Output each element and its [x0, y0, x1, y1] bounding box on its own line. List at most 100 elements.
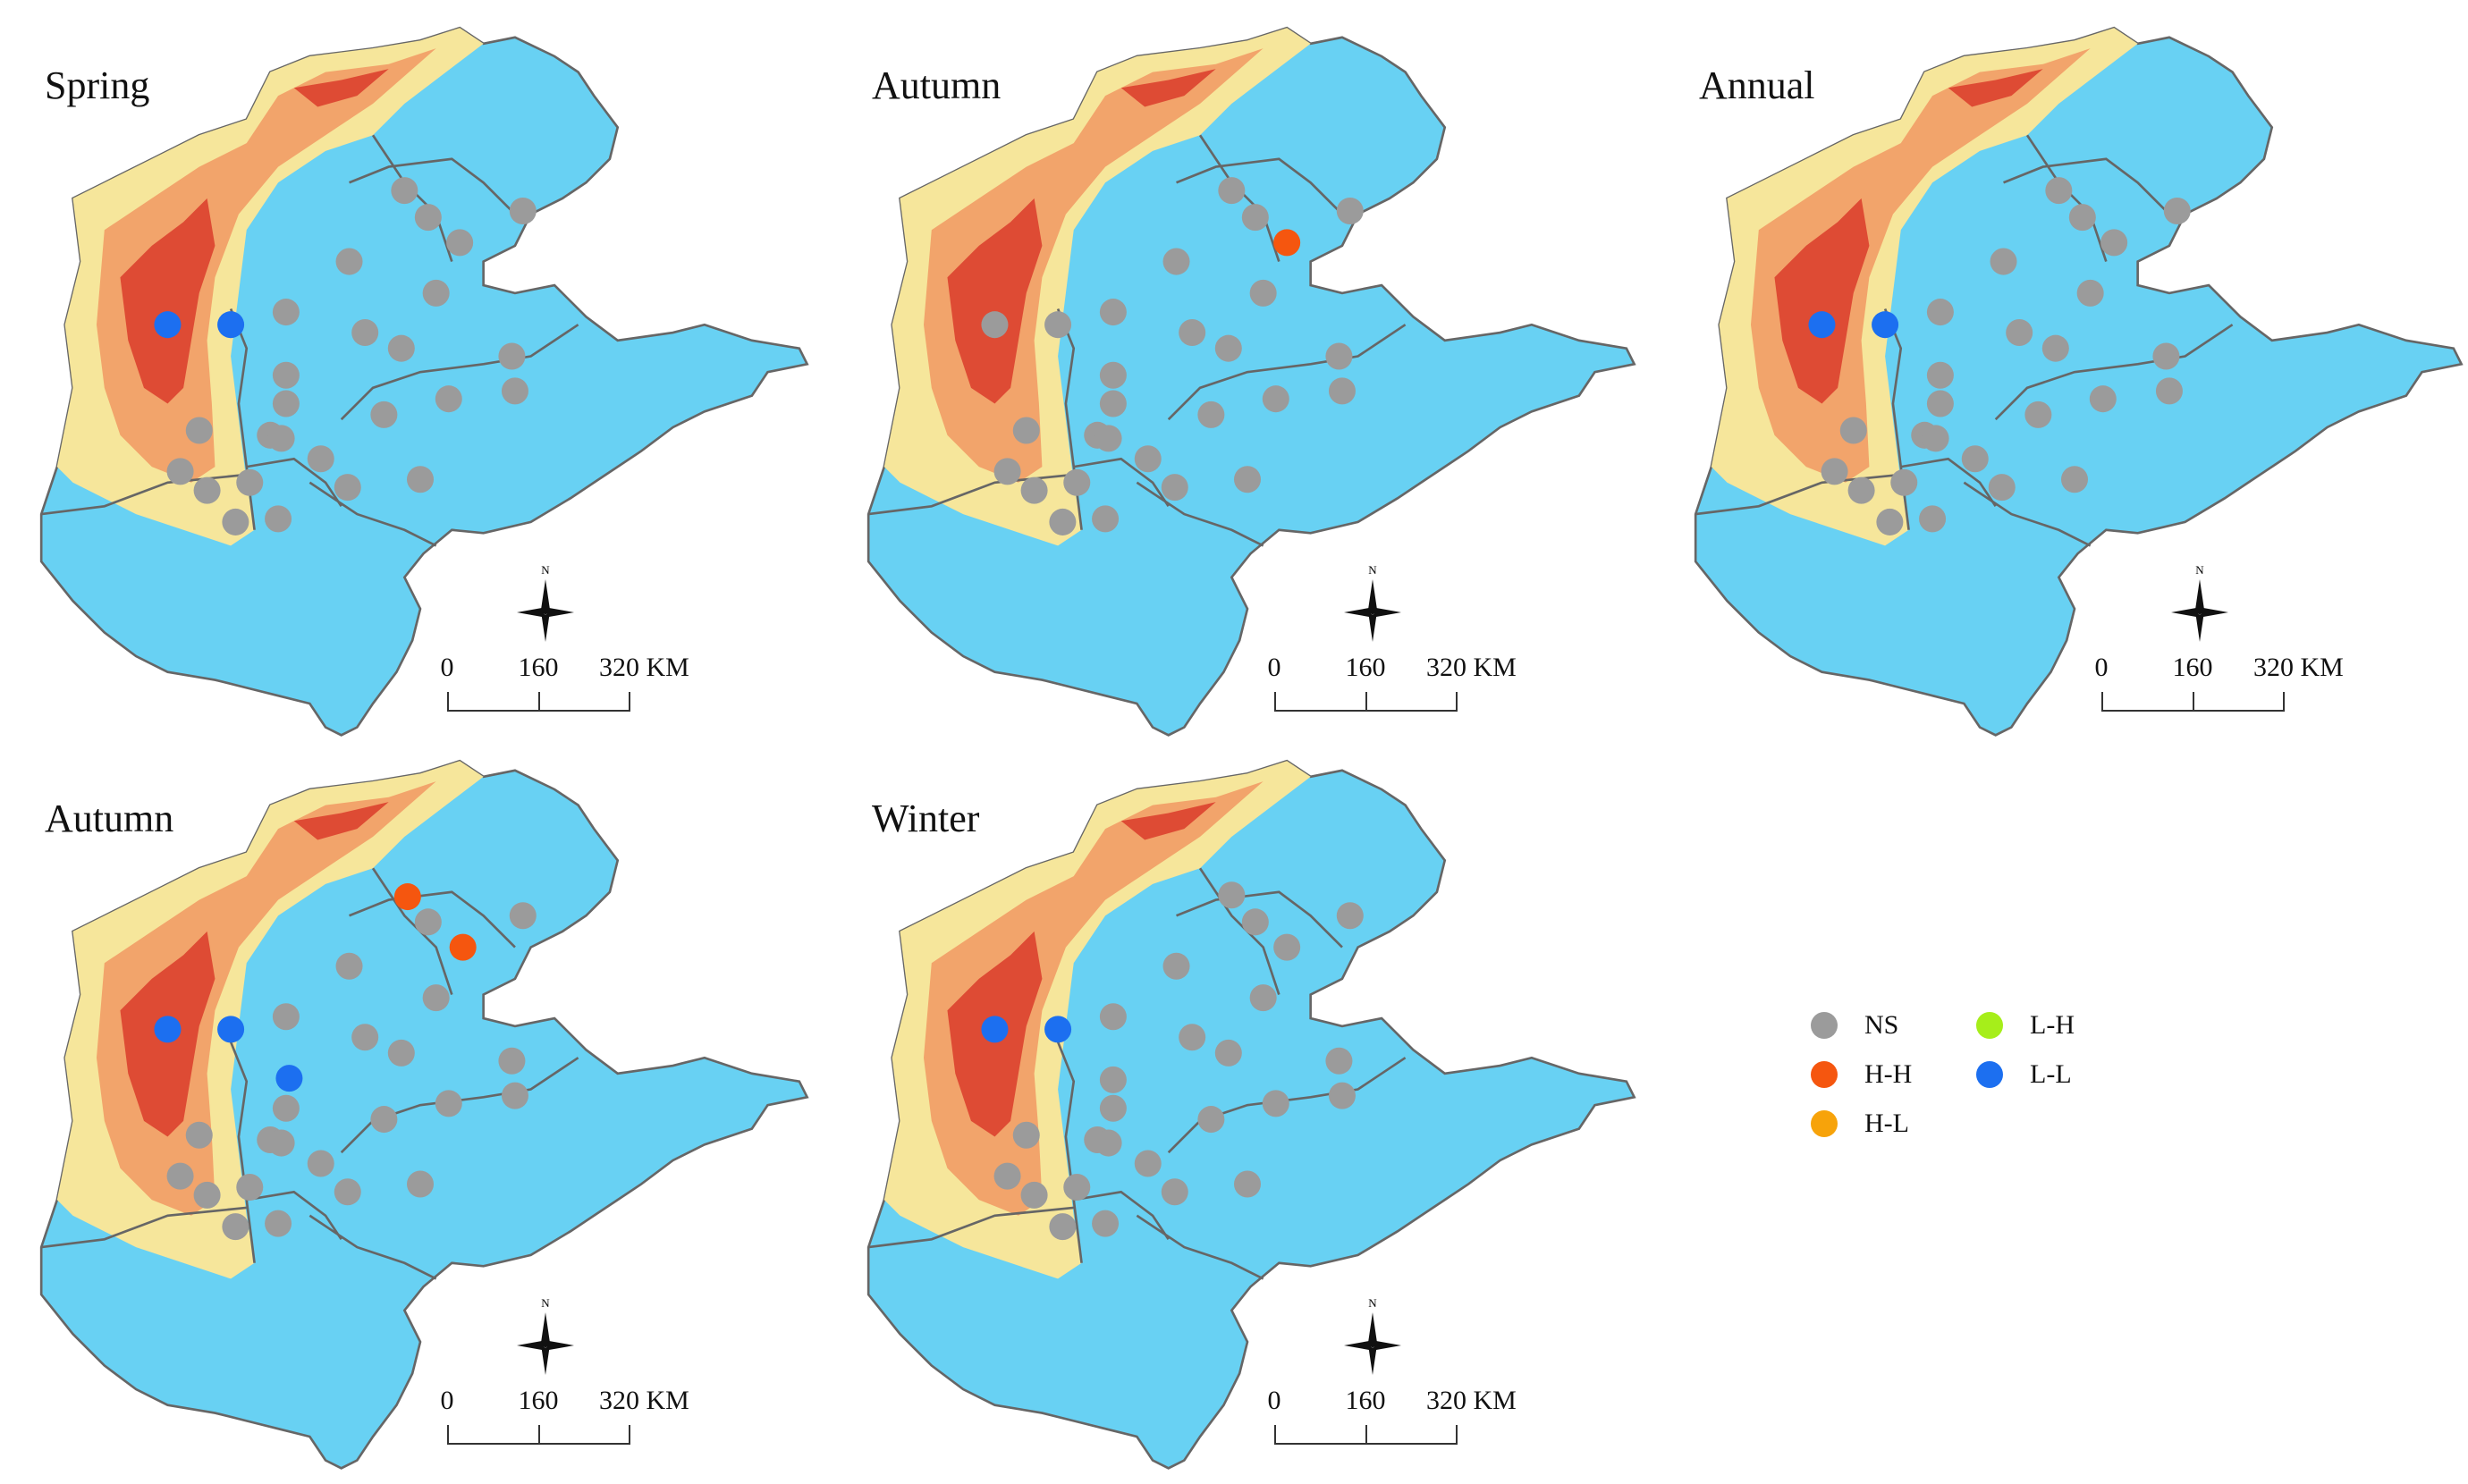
station-point-ns — [1990, 248, 2017, 275]
station-point-ns — [307, 1150, 334, 1177]
station-point-ns — [1197, 401, 1225, 428]
station-point-ns — [2089, 385, 2117, 413]
station-point-ns — [1325, 1047, 1353, 1075]
north-arrow-icon: N — [510, 563, 581, 644]
station-point-ns — [193, 1181, 221, 1209]
station-point-ns — [981, 311, 1009, 339]
panel-title: Annual — [1699, 63, 1815, 107]
province-border — [1136, 481, 1264, 547]
scale-tick-0: 0 — [440, 1386, 454, 1415]
station-point-ns — [351, 1024, 379, 1051]
station-point-ns — [370, 1106, 398, 1134]
scale-bar: 0 160 320 KM — [1256, 653, 1517, 724]
station-point-ns — [1134, 445, 1162, 473]
station-point-ns — [1197, 1106, 1225, 1134]
panel-title: Autumn — [872, 63, 1002, 107]
legend-dot-lh — [1976, 1012, 2003, 1039]
scale-bar-mid-tick — [538, 692, 540, 712]
station-point-ns — [414, 908, 442, 936]
province-border — [1056, 1041, 1083, 1263]
station-point-ns — [222, 1213, 249, 1241]
station-point-ns — [1161, 474, 1188, 502]
province-border — [308, 481, 437, 547]
legend-label-hl: H-L — [1864, 1109, 1909, 1138]
north-label: N — [1368, 1296, 1377, 1310]
station-point-ns — [1262, 385, 1289, 413]
scale-bar: 0 160 320 KM — [429, 653, 689, 724]
region-map — [866, 26, 1636, 737]
province-border — [371, 134, 453, 262]
scale-bar: 0 160 320 KM — [2083, 653, 2344, 724]
station-point-ns — [272, 299, 300, 326]
station-point-ns — [1099, 1066, 1127, 1093]
map-panel-spring: Spring N 0 160 320 KM — [9, 9, 832, 751]
station-point-ns — [993, 458, 1021, 485]
panel-title: Spring — [45, 63, 150, 107]
station-point-ns — [406, 466, 435, 493]
station-point-ns — [509, 902, 537, 930]
scale-tick-0: 0 — [1267, 1386, 1281, 1415]
station-point-ns — [1179, 319, 1206, 347]
station-point-l-l — [154, 1016, 182, 1043]
station-point-ns — [1092, 1210, 1120, 1237]
legend-item-ns: NS — [1811, 1010, 1898, 1041]
station-point-ns — [267, 425, 295, 452]
station-point-ns — [1063, 1173, 1091, 1202]
station-point-ns — [1922, 425, 1949, 452]
station-point-ns — [1336, 198, 1364, 225]
station-point-ns — [414, 204, 442, 232]
station-point-ns — [2152, 342, 2180, 370]
station-point-l-l — [1808, 311, 1836, 339]
station-point-ns — [498, 1047, 526, 1075]
station-point-ns — [2163, 198, 2191, 225]
province-border — [2003, 157, 2170, 215]
north-label: N — [1368, 563, 1377, 577]
station-point-ns — [1926, 361, 1954, 389]
province-border — [1198, 134, 1280, 262]
station-point-ns — [1012, 417, 1040, 444]
station-point-ns — [335, 248, 363, 275]
legend-label-lh: L-H — [2030, 1010, 2075, 1040]
legend: NS H-H H-L L-H L-L — [1811, 1010, 2106, 1153]
legend-dot-hh — [1811, 1061, 1838, 1088]
station-point-ns — [166, 458, 194, 485]
station-point-ns — [1161, 1178, 1188, 1206]
map-panel-autumn: Autumn N 0 160 320 KM — [9, 742, 832, 1484]
station-point-ns — [1325, 342, 1353, 370]
station-point-ns — [351, 319, 379, 347]
station-point-ns — [1095, 425, 1122, 452]
scale-tick-160: 160 — [518, 1386, 559, 1415]
station-point-ns — [387, 334, 415, 362]
station-point-ns — [1961, 445, 1989, 473]
station-point-ns — [222, 508, 249, 535]
station-point-ns — [1249, 279, 1277, 307]
station-point-ns — [435, 1090, 462, 1117]
scale-tick-320: 320 KM — [2253, 653, 2344, 682]
station-point-ns — [2076, 279, 2104, 307]
province-border — [349, 157, 516, 215]
legend-label-ns: NS — [1864, 1010, 1899, 1040]
station-point-ns — [166, 1162, 194, 1190]
station-point-ns — [2060, 466, 2089, 493]
station-point-ns — [501, 1082, 528, 1109]
highland-terrain — [947, 802, 1216, 1137]
north-arrow-icon: N — [1337, 1296, 1408, 1377]
province-border — [1176, 890, 1343, 949]
station-point-ns — [1099, 390, 1127, 417]
station-point-ns — [272, 1003, 300, 1031]
north-arrow-icon: N — [510, 1296, 581, 1377]
highland-terrain — [120, 802, 389, 1137]
region-map — [866, 759, 1636, 1470]
province-border — [1994, 324, 2234, 421]
north-arrow-icon: N — [1337, 563, 1408, 644]
legend-dot-ll — [1976, 1061, 2003, 1088]
station-point-ns — [1233, 1170, 1262, 1198]
province-border — [1136, 1214, 1264, 1280]
map-panel-annual: Annual N 0 160 320 KM — [1663, 9, 2468, 751]
station-point-ns — [236, 1173, 264, 1202]
station-point-ns — [1049, 1213, 1077, 1241]
province-border — [349, 890, 516, 949]
station-point-ns — [993, 1162, 1021, 1190]
station-point-l-l — [981, 1016, 1009, 1043]
